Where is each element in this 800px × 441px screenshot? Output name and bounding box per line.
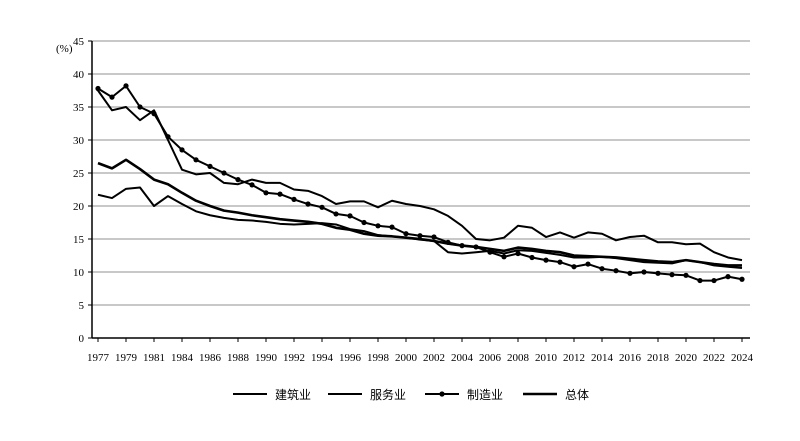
y-tick-label: 10	[73, 267, 85, 279]
data-point	[403, 231, 409, 237]
legend-label: 服务业	[370, 387, 406, 402]
series-line-3	[97, 158, 742, 267]
data-point	[613, 268, 619, 274]
x-tick-label: 1994	[311, 352, 334, 364]
x-tick-label: 2008	[507, 352, 530, 364]
data-point	[585, 261, 591, 267]
y-tick-label: 40	[73, 69, 85, 81]
data-point	[557, 259, 563, 265]
data-point	[137, 104, 143, 110]
data-point	[305, 201, 311, 207]
data-point	[221, 170, 227, 176]
x-tick-label: 1992	[283, 352, 305, 364]
data-point	[417, 233, 423, 239]
x-tick-label: 2022	[703, 352, 725, 364]
legend-label: 建筑业	[275, 387, 311, 402]
data-point	[389, 224, 395, 230]
x-tick-label: 2002	[423, 352, 445, 364]
data-point	[277, 191, 283, 197]
y-unit-label: (%)	[56, 43, 73, 55]
data-point	[165, 134, 171, 140]
y-tick-label: 45	[73, 36, 85, 48]
x-tick-label: 2024	[731, 352, 754, 364]
legend-label: 制造业	[467, 388, 503, 402]
data-point	[123, 83, 129, 89]
data-point	[627, 270, 633, 276]
data-point	[431, 234, 437, 240]
x-tick-label: 2010	[535, 352, 558, 364]
data-point	[235, 177, 241, 183]
data-point	[193, 157, 199, 163]
data-point	[151, 111, 157, 117]
data-point	[543, 257, 549, 263]
data-point	[263, 190, 269, 196]
y-tick-label: 5	[79, 300, 85, 312]
x-tick-label: 1981	[143, 352, 165, 364]
data-point	[95, 85, 101, 92]
data-point	[375, 223, 381, 229]
x-tick-label: 1979	[115, 352, 138, 364]
data-point	[655, 270, 661, 276]
data-point	[347, 213, 353, 219]
x-tick-label: 1977	[87, 352, 110, 364]
data-point	[361, 219, 367, 226]
x-tick-label: 1988	[227, 352, 250, 364]
x-tick-label: 1990	[255, 352, 278, 364]
data-point	[501, 254, 507, 260]
data-point	[599, 266, 605, 272]
y-tick-label: 35	[73, 102, 85, 114]
x-tick-label: 2000	[395, 352, 418, 364]
data-point	[487, 249, 493, 255]
data-point	[683, 272, 689, 278]
y-tick-label: 20	[73, 201, 85, 213]
data-point	[711, 277, 717, 284]
data-point	[725, 274, 731, 280]
data-point	[529, 254, 535, 261]
y-tick-label: 0	[79, 333, 85, 345]
data-point	[641, 269, 647, 275]
data-point	[669, 272, 675, 278]
x-tick-label: 2006	[479, 352, 502, 364]
y-tick-label: 15	[73, 234, 85, 246]
data-point	[109, 94, 115, 100]
x-tick-label: 2004	[451, 352, 474, 364]
x-tick-label: 1998	[367, 352, 390, 364]
x-tick-label: 2014	[591, 352, 614, 364]
x-tick-label: 2018	[647, 352, 670, 364]
y-tick-label: 25	[73, 168, 85, 180]
legend-marker	[439, 391, 445, 397]
x-tick-label: 1984	[171, 352, 194, 364]
x-tick-label: 2016	[619, 352, 642, 364]
data-point	[739, 276, 745, 282]
data-point	[319, 204, 325, 210]
x-tick-label: 1996	[339, 352, 362, 364]
x-tick-label: 2020	[675, 352, 698, 364]
data-point	[333, 211, 339, 217]
data-point	[515, 250, 521, 257]
x-tick-label: 2012	[563, 352, 585, 364]
x-tick-label: 1986	[199, 352, 222, 364]
data-point	[179, 147, 185, 153]
series-line-2	[97, 84, 743, 282]
legend-label: 总体	[565, 388, 589, 402]
y-tick-label: 30	[73, 135, 85, 147]
data-point	[697, 277, 703, 284]
data-point	[571, 264, 577, 270]
data-point	[207, 163, 213, 169]
series-line-0	[97, 89, 743, 262]
data-point	[249, 182, 255, 188]
data-point	[291, 196, 297, 202]
